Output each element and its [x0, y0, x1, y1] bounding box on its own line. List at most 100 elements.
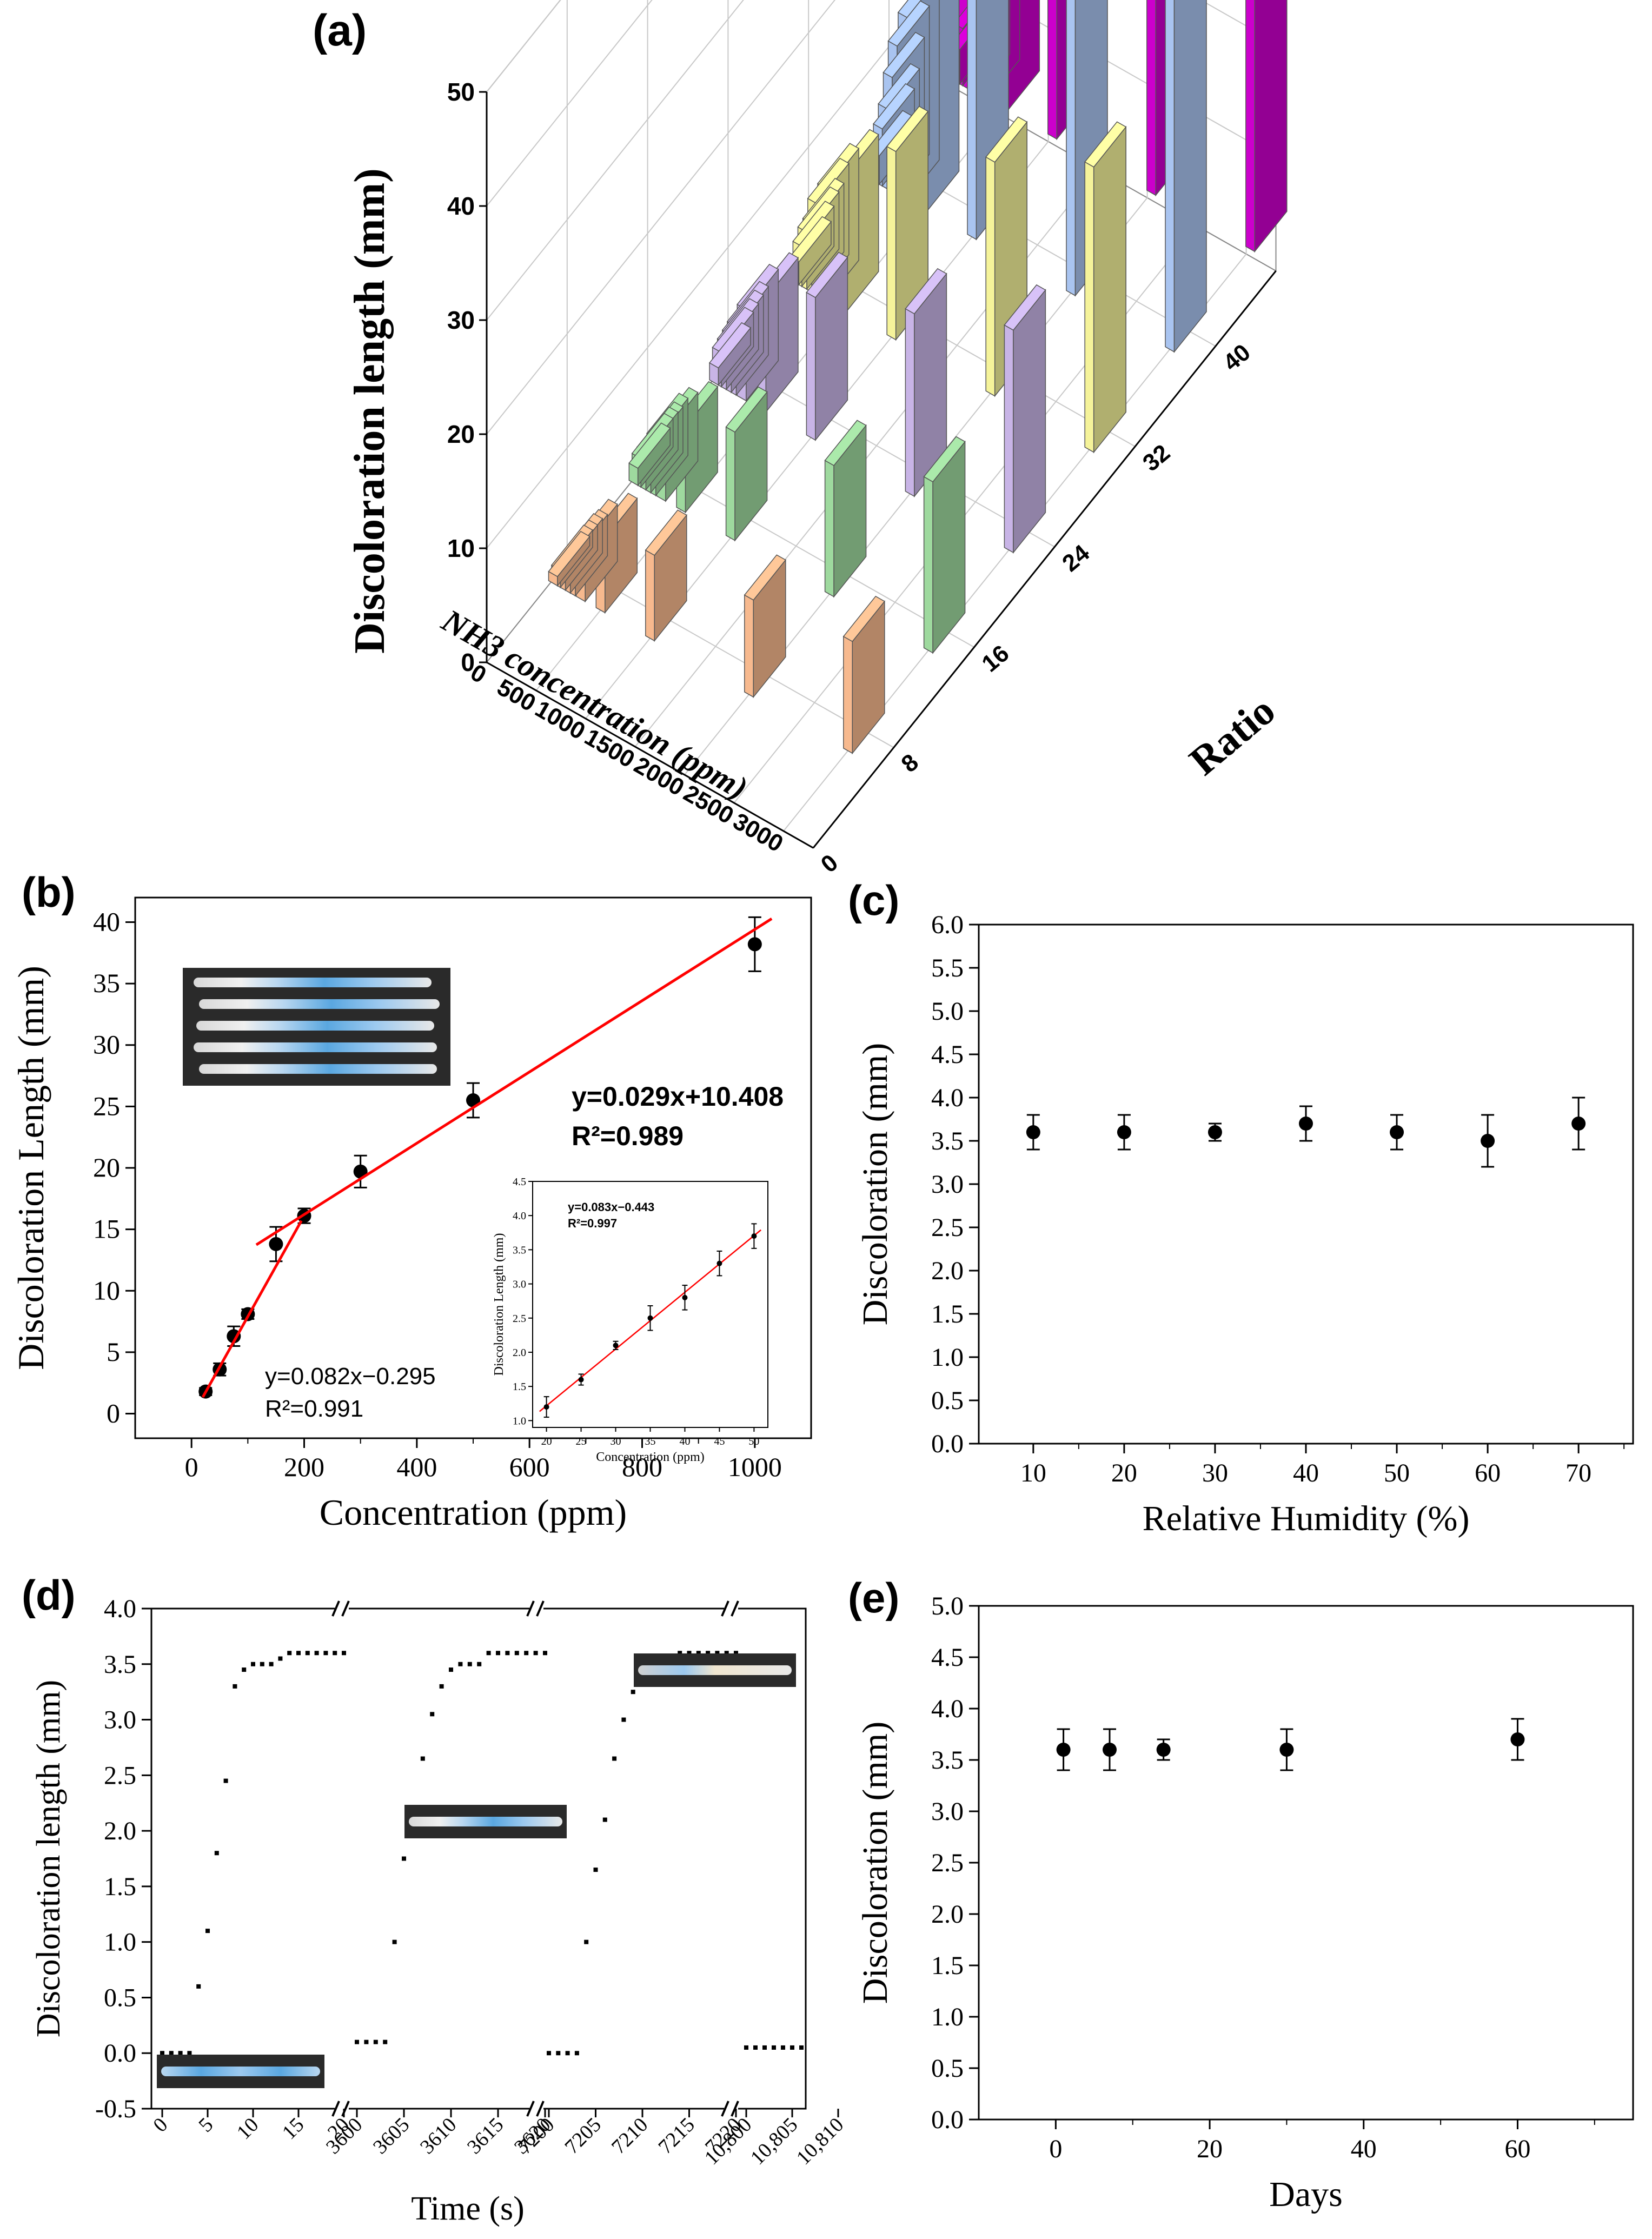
y-tick-label: 5.5 — [931, 954, 964, 982]
z-tick-label: 0 — [461, 648, 475, 676]
fit-line-low — [201, 1220, 303, 1398]
y-tick-label: 0.0 — [104, 2039, 136, 2068]
x-axis-label: Days — [1269, 2175, 1343, 2214]
z-tick-label: 50 — [447, 78, 475, 106]
data-point — [1279, 1743, 1294, 1757]
data-point — [1208, 1125, 1222, 1139]
x-tick-label: 3610 — [416, 2114, 461, 2158]
bar-top-face — [873, 83, 915, 130]
data-point — [543, 1651, 547, 1656]
y-tick-label: 0.5 — [931, 2054, 964, 2083]
axis-break-mark — [721, 2101, 729, 2117]
y-tick-label: 4.5 — [931, 1040, 964, 1069]
bar-front-face — [886, 145, 897, 341]
data-point — [1481, 1134, 1495, 1148]
y-tick-label: 40 — [93, 906, 120, 936]
inset-x-tick-label: 40 — [679, 1436, 690, 1447]
data-point — [621, 1717, 626, 1722]
data-point — [631, 1690, 635, 1695]
chart-a-3d-bar: 0102030405005001000150020002500300008162… — [346, 0, 1288, 878]
data-point — [196, 1984, 201, 1989]
data-point — [687, 1651, 692, 1656]
data-point — [383, 2039, 388, 2044]
x-tick-label: 7215 — [654, 2114, 699, 2158]
y-tick-label: 4.0 — [931, 1084, 964, 1112]
data-point — [314, 1651, 319, 1656]
bar-top-face — [708, 322, 752, 369]
inset-data-point — [751, 1233, 757, 1239]
y-tick-label: 4.0 — [931, 1695, 964, 1723]
panel-label-c: (c) — [848, 876, 900, 924]
inset-data-point — [716, 1260, 722, 1266]
bar-top-face — [725, 386, 768, 433]
inset-data-point — [578, 1377, 584, 1383]
tube-image — [638, 1665, 792, 1675]
inset-y-axis-label: Discoloration Length (mm) — [492, 1233, 506, 1376]
data-point — [734, 1651, 738, 1656]
tube-image — [199, 999, 440, 1009]
y-tick-label: 1.0 — [931, 2003, 964, 2031]
x-tick-label: 60 — [1475, 1459, 1501, 1487]
y-tick-label: 10 — [93, 1275, 120, 1305]
y-tick-label: 0 — [107, 1398, 120, 1429]
x-tick-label: 20 — [1197, 2135, 1223, 2163]
data-point — [1026, 1125, 1040, 1139]
bar-front-face — [806, 291, 816, 441]
y-tick-label: 1.0 — [104, 1928, 136, 1957]
y-axis-label: Discoloration length (mm) — [30, 1680, 67, 2037]
y-tick-label: 3.5 — [931, 1127, 964, 1155]
x-tick-label: 600 — [509, 1452, 550, 1482]
bar-top-face — [628, 422, 671, 469]
y-tick-label: 3.5 — [931, 1746, 964, 1775]
y-tick-label: 35 — [93, 968, 120, 998]
data-point — [205, 1929, 210, 1934]
bar-front-face — [1004, 324, 1014, 554]
x-axis-line — [486, 661, 814, 849]
data-point — [496, 1651, 500, 1656]
data-point — [593, 1868, 598, 1872]
inset-y-tick-label: 2.5 — [513, 1313, 526, 1325]
inset-x-tick-label: 20 — [541, 1436, 552, 1447]
y-tick-label: 6.0 — [931, 911, 964, 939]
inset-x-tick-label: 25 — [576, 1436, 587, 1447]
y-tick-label: 2.0 — [931, 1900, 964, 1929]
data-point — [169, 2051, 174, 2056]
y-tick-label: 5.0 — [931, 997, 964, 1026]
data-point — [678, 1651, 682, 1656]
z-gridline — [486, 0, 744, 321]
y-tick-label: 0.5 — [104, 1983, 136, 2012]
inset-x-tick-label: 50 — [748, 1436, 759, 1447]
inset-x-tick-label: 45 — [714, 1436, 725, 1447]
axis-break-mark — [331, 1600, 340, 1617]
data-point — [477, 1662, 482, 1666]
plot-frame — [978, 923, 1634, 1445]
y-axis-label: Ratio — [1181, 688, 1284, 784]
x-tick-label: 0 — [185, 1452, 198, 1482]
y-tick-label: 2.0 — [931, 1257, 964, 1285]
data-point — [715, 1651, 720, 1656]
fit-equation-high: y=0.029x+10.408 — [572, 1081, 784, 1112]
inset-tube-second — [404, 1805, 567, 1838]
data-point — [602, 1817, 607, 1822]
data-point — [744, 2045, 748, 2050]
y-tick-label: 15 — [93, 1214, 120, 1244]
y-tick-label: 8 — [897, 749, 924, 778]
data-point — [790, 2045, 794, 2050]
data-point — [373, 2039, 378, 2044]
y-tick-label: -0.5 — [95, 2095, 136, 2123]
bar-top-face — [807, 157, 850, 204]
data-point — [1056, 1743, 1071, 1757]
x-tick-label: 0 — [1049, 2135, 1062, 2163]
data-point — [505, 1651, 510, 1656]
y-tick-label: 0.5 — [931, 1386, 964, 1415]
y-tick-label: 0.0 — [931, 1430, 964, 1458]
y-tick-label: 30 — [93, 1029, 120, 1060]
z-tick-label: 40 — [447, 192, 475, 220]
plot-frame — [150, 1607, 807, 2110]
fit-r2-low: R²=0.991 — [265, 1396, 363, 1422]
data-point — [278, 1656, 283, 1661]
data-point — [1571, 1117, 1586, 1131]
inset-x-axis-label: Concentration (ppm) — [596, 1450, 705, 1464]
data-point — [392, 1939, 397, 1944]
y-tick-label: 5 — [107, 1337, 120, 1367]
